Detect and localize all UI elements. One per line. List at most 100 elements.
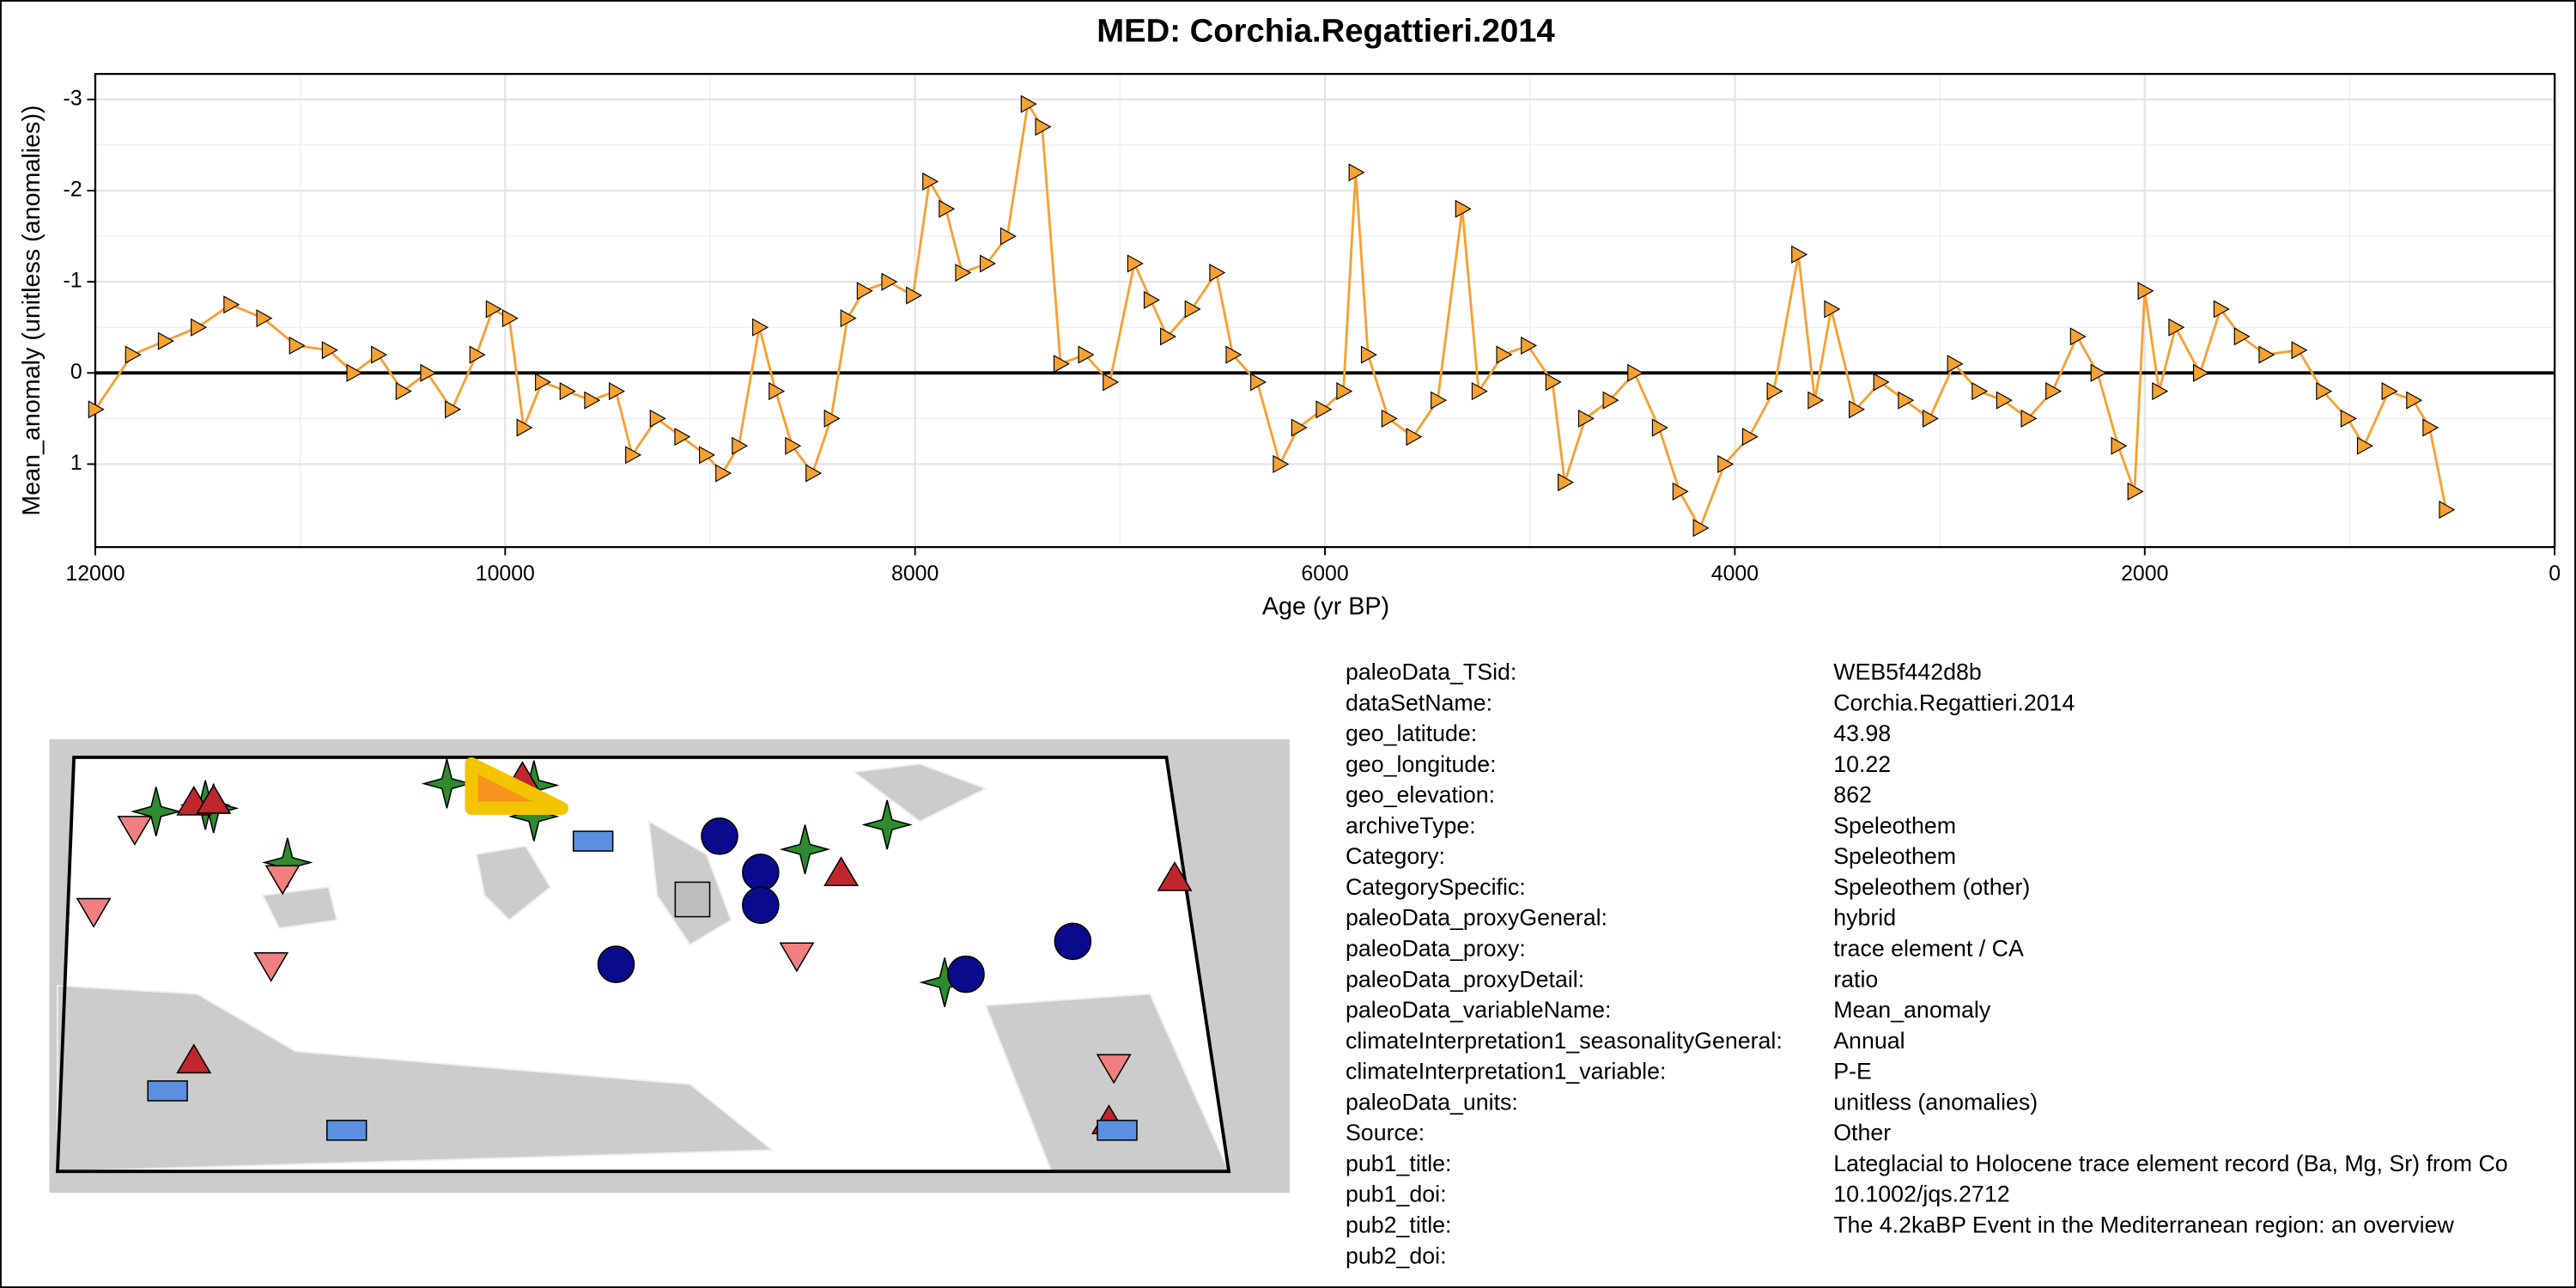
plot: 12000 10000 8000 6000 4000 2000 0 -3 -2 -1 0 1 (64, 72, 2561, 586)
point (1651, 418, 1668, 437)
point (1406, 428, 1423, 447)
site-marker (131, 787, 182, 837)
site-marker (572, 830, 614, 852)
point (1143, 290, 1160, 309)
point (922, 172, 939, 191)
point (1160, 327, 1177, 346)
point (1273, 454, 1290, 474)
point (769, 382, 786, 401)
metadata-key: pub2_doi: (1346, 1242, 1447, 1268)
metadata-value: P-E (1833, 1059, 1872, 1084)
point (584, 391, 601, 410)
metadata-value: 10.22 (1833, 751, 1891, 777)
point (420, 363, 437, 382)
point (289, 336, 306, 355)
metadata-value: Annual (1833, 1028, 1905, 1054)
point (2258, 345, 2275, 364)
site-marker (823, 856, 860, 887)
metadata-key: paleoData_proxyDetail: (1346, 966, 1584, 992)
point (1020, 94, 1037, 113)
point (501, 309, 519, 328)
map-shape (57, 762, 1230, 1173)
point (1848, 400, 1865, 419)
y-tick-label: -2 (64, 178, 82, 202)
point (516, 418, 533, 437)
y-tick-label: 1 (70, 451, 82, 475)
point (1103, 373, 1120, 392)
selected-site (465, 757, 568, 815)
x-tick-label: 8000 (891, 562, 939, 586)
metadata-key: paleoData_proxyGeneral: (1346, 905, 1607, 931)
y-tick-label: 0 (70, 360, 82, 384)
point (1250, 373, 1267, 392)
site-marker (1096, 1054, 1132, 1084)
point (1741, 428, 1759, 447)
x-tick-label: 12000 (65, 562, 125, 586)
metadata-key: geo_latitude: (1346, 720, 1477, 746)
metadata-key: pub2_title: (1346, 1212, 1452, 1238)
point (2192, 363, 2209, 382)
point (1315, 400, 1333, 419)
point (1078, 345, 1095, 364)
site-marker (947, 955, 985, 993)
point (1996, 391, 2013, 410)
metadata-key: paleoData_variableName: (1346, 997, 1611, 1023)
point (881, 272, 898, 291)
point (1692, 519, 1710, 538)
point (1225, 345, 1242, 364)
point (625, 446, 642, 465)
point (1521, 336, 1538, 355)
point (1496, 345, 1513, 364)
point (999, 227, 1017, 246)
point (1291, 418, 1308, 437)
point (1381, 409, 1398, 428)
point (2069, 327, 2087, 346)
point (1791, 245, 1808, 264)
point (805, 464, 823, 483)
point (2090, 363, 2107, 382)
point (395, 382, 412, 401)
metadata-value: 862 (1833, 782, 1872, 808)
metadata-key: pub1_doi: (1346, 1182, 1447, 1207)
point (2291, 341, 2308, 360)
point (2233, 327, 2251, 346)
site-marker (196, 784, 232, 814)
point (715, 464, 732, 483)
point (256, 309, 273, 328)
metadata-value: Other (1833, 1120, 1891, 1145)
metadata-value: The 4.2kaBP Event in the Mediterranean r… (1833, 1212, 2454, 1238)
metadata-value: unitless (anomalies) (1833, 1089, 2038, 1115)
point (649, 409, 666, 428)
point (2439, 501, 2456, 519)
point (699, 446, 715, 465)
point (125, 345, 142, 364)
point (223, 295, 240, 314)
site-marker (1097, 1120, 1138, 1141)
point (1873, 373, 1890, 392)
point (1717, 454, 1735, 474)
point (2152, 382, 2169, 401)
site-marker (742, 886, 780, 925)
point (2127, 482, 2144, 501)
point (1184, 300, 1201, 319)
point (785, 436, 802, 455)
point (1455, 199, 1472, 218)
point (955, 264, 972, 283)
point (2356, 436, 2373, 455)
map (49, 738, 1290, 1194)
point (469, 345, 486, 364)
y-tick-label: -1 (64, 269, 82, 293)
point (2111, 436, 2128, 455)
x-tick-label: 10000 (476, 562, 535, 586)
x-tick-label: 4000 (1711, 562, 1759, 586)
site-marker (176, 1043, 212, 1074)
site-marker (253, 951, 289, 982)
x-tick-label: 0 (2549, 562, 2561, 586)
x-tick-label: 6000 (1301, 562, 1348, 586)
site-marker (147, 1080, 188, 1102)
metadata-key: archiveType: (1346, 812, 1476, 838)
point (979, 254, 996, 273)
point (2381, 382, 2398, 401)
metadata-key: pub1_title: (1346, 1151, 1452, 1176)
